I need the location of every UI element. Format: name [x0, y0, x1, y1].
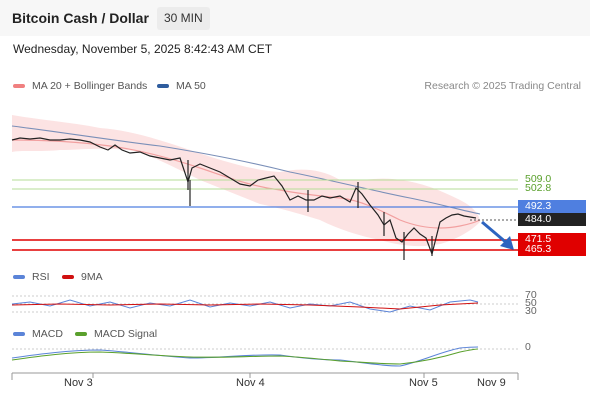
legend-ma20-bollinger: MA 20 + Bollinger Bands: [13, 80, 147, 92]
rsi-label-30: 30: [525, 305, 537, 317]
price-label-492: 492.3: [518, 200, 586, 213]
price-label-484: 484.0: [518, 213, 586, 226]
legend-macd-signal: MACD Signal: [75, 328, 157, 340]
legend-label: MA 50: [176, 80, 206, 92]
price-label-509: 509.0: [525, 173, 552, 185]
legend-macd: MACD: [13, 328, 63, 340]
timestamp: Wednesday, November 5, 2025 8:42:43 AM C…: [13, 42, 273, 56]
timeframe-selector[interactable]: 30 MIN: [157, 7, 210, 30]
price-label-471: 471.5: [518, 233, 586, 246]
forecast-arrow-head: [500, 236, 514, 250]
legend-swatch: [157, 84, 169, 88]
rsi-line: [11, 299, 479, 313]
x-label-nov4: Nov 4: [236, 377, 265, 389]
rsi-label-70: 70: [525, 289, 537, 301]
instrument-title: Bitcoin Cash / Dollar: [12, 10, 149, 26]
legend-rsi-ma: 9MA: [62, 271, 103, 283]
legend-label: MACD Signal: [94, 328, 158, 340]
price-label-502: 502.8: [525, 182, 552, 194]
legend-swatch: [13, 84, 25, 88]
forecast-arrow-shaft: [481, 220, 509, 246]
x-label-nov3: Nov 3: [64, 377, 93, 389]
legend-label: MA 20 + Bollinger Bands: [32, 80, 148, 92]
rsi-label-50: 50: [525, 297, 537, 309]
macd-label-0: 0: [525, 341, 531, 353]
ma50-line: [11, 125, 481, 215]
x-label-nov9: Nov 9: [477, 377, 506, 389]
credit-text: Research © 2025 Trading Central: [424, 80, 581, 92]
chart-header: [0, 0, 590, 36]
x-label-nov5: Nov 5: [409, 377, 438, 389]
legend-swatch: [13, 275, 25, 279]
rsi-ma-line: [11, 302, 479, 310]
legend-swatch: [75, 332, 87, 336]
price-series: [11, 137, 477, 260]
legend-label: MACD: [32, 328, 63, 340]
ma20-line: [11, 139, 481, 229]
legend-rsi: RSI: [13, 271, 50, 283]
forecast-arrow: [481, 220, 514, 250]
price-path: [11, 137, 477, 257]
macd-signal-line: [11, 348, 479, 365]
bollinger-band: [12, 115, 480, 247]
legend-label: RSI: [32, 271, 50, 283]
legend-ma50: MA 50: [157, 80, 206, 92]
legend-swatch: [62, 275, 74, 279]
price-label-465: 465.3: [518, 243, 586, 256]
legend-swatch: [13, 332, 25, 336]
legend-label: 9MA: [81, 271, 103, 283]
